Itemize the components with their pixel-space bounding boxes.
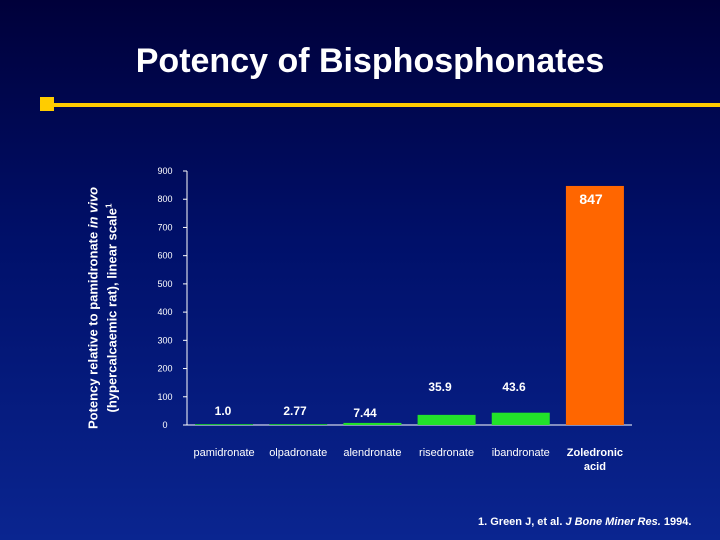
data-label: 43.6	[502, 380, 526, 394]
title-bullet-square	[40, 97, 54, 111]
y-tick-label: 800	[157, 194, 172, 204]
reference-citation: 1. Green J, et al. J Bone Miner Res. 199…	[478, 516, 691, 528]
x-tick-label: risedronate	[419, 447, 474, 459]
bar	[491, 412, 550, 425]
y-tick-label: 100	[157, 392, 172, 402]
y-tick-label: 200	[157, 364, 172, 374]
x-tick-label: Zoledronic	[567, 447, 623, 459]
y-tick-label: 600	[157, 251, 172, 261]
bar	[565, 185, 624, 425]
reference-journal: J Bone Miner Res.	[565, 516, 661, 528]
data-label: 1.0	[215, 404, 232, 418]
reference-authors: 1. Green J, et al.	[478, 516, 566, 528]
y-tick-label: 900	[157, 166, 172, 176]
y-tick-label: 700	[157, 222, 172, 232]
bar	[195, 424, 254, 425]
y-tick-label: 300	[157, 335, 172, 345]
reference-year: 1994.	[660, 516, 692, 528]
data-label: 35.9	[428, 380, 452, 394]
x-tick-label: ibandronate	[492, 447, 550, 459]
y-tick-label: 400	[157, 307, 172, 317]
bar	[269, 424, 328, 425]
slide-title: Potency of Bisphosphonates	[135, 42, 605, 80]
y-tick-label: 0	[162, 420, 167, 430]
x-tick-label: olpadronate	[269, 447, 327, 459]
x-tick-label-line2: acid	[584, 461, 606, 473]
data-label: 2.77	[283, 404, 307, 418]
bar	[417, 414, 476, 425]
x-tick-label: alendronate	[343, 447, 401, 459]
y-tick-label: 500	[157, 279, 172, 289]
bar	[343, 422, 402, 425]
x-tick-label: pamidronate	[194, 447, 255, 459]
data-label: 7.44	[353, 406, 377, 420]
title-underline-rule	[50, 103, 720, 107]
data-label: 847	[579, 191, 603, 207]
